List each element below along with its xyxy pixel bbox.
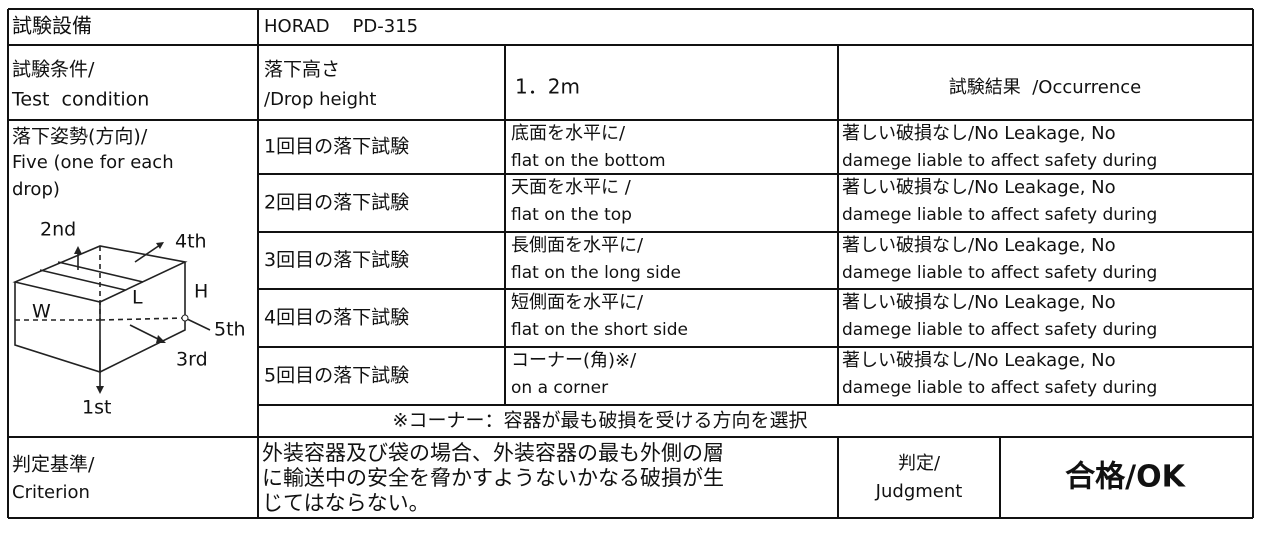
criterion-text: に輸送中の安全を脅かすようないかなる破損が生 <box>262 466 724 490</box>
criterion-text: じてはならない。 <box>262 491 430 515</box>
diagram-label: H <box>194 281 208 303</box>
orientation: on a corner <box>511 378 608 398</box>
drop-height-label: /Drop height <box>264 89 376 110</box>
orientation: コーナー(角)※/ <box>511 350 637 371</box>
orientation: flat on the short side <box>511 320 688 340</box>
box-diagram <box>12 242 211 394</box>
criterion-text: 外装容器及び袋の場合、外装容器の最も外側の層 <box>262 441 724 465</box>
result: 著しい破損なし/No Leakage, No <box>842 292 1116 313</box>
judgment-label: Judgment <box>875 481 963 502</box>
orientation: flat on the long side <box>511 263 681 283</box>
orientation: flat on the bottom <box>511 151 666 171</box>
result: 著しい破損なし/No Leakage, No <box>842 177 1116 198</box>
drop-height-label: 落下高さ <box>264 59 340 81</box>
diagram-label: 3rd <box>176 349 208 371</box>
diagram-label: 1st <box>82 397 111 419</box>
diagram-label: W <box>32 301 51 323</box>
drop-name: 5回目の落下試験 <box>264 365 409 387</box>
result: damege liable to affect safety during <box>842 263 1157 283</box>
condition-label: Test condition <box>11 89 149 111</box>
orientation: 底面を水平に/ <box>511 123 626 144</box>
drop-name: 1回目の落下試験 <box>264 136 409 158</box>
judgment: 合格/OK <box>1065 460 1186 495</box>
result: 著しい破損なし/No Leakage, No <box>842 123 1116 144</box>
criterion-label: 判定基準/ <box>12 454 95 476</box>
posture-label: Five (one for each <box>12 152 174 173</box>
table-grid <box>7 8 1254 519</box>
diagram-label: 2nd <box>40 219 76 241</box>
result: damege liable to affect safety during <box>842 320 1157 340</box>
orientation: 短側面を水平に/ <box>511 292 644 313</box>
results-header: 試験結果 /Occurrence <box>949 77 1141 98</box>
orientation: flat on the top <box>511 205 632 225</box>
equipment: HORAD PD-315 <box>264 16 418 37</box>
drop-name: 2回目の落下試験 <box>264 192 409 214</box>
posture-label: drop) <box>12 179 60 200</box>
posture-label: 落下姿勢(方向)/ <box>12 126 148 148</box>
result: damege liable to affect safety during <box>842 151 1157 171</box>
orientation: 長側面を水平に/ <box>511 235 644 256</box>
result: damege liable to affect safety during <box>842 205 1157 225</box>
orientation: 天面を水平に / <box>511 177 632 198</box>
diagram-label: 5th <box>214 319 246 341</box>
note: ※コーナー：容器が最も破損を受ける方向を選択 <box>393 410 808 432</box>
drop-name: 4回目の落下試験 <box>264 307 409 329</box>
header-label: 試験設備 <box>12 14 92 38</box>
condition-label: 試験条件/ <box>12 59 95 81</box>
diagram-label: L <box>132 287 143 309</box>
result: 著しい破損なし/No Leakage, No <box>842 235 1116 256</box>
result: damege liable to affect safety during <box>842 378 1157 398</box>
criterion-label: Criterion <box>12 482 90 503</box>
drop-height: 1．2m <box>515 75 580 99</box>
drop-name: 3回目の落下試験 <box>264 249 409 271</box>
result: 著しい破損なし/No Leakage, No <box>842 350 1116 371</box>
judgment-label: 判定/ <box>898 453 941 474</box>
diagram-label: 4th <box>175 231 207 253</box>
